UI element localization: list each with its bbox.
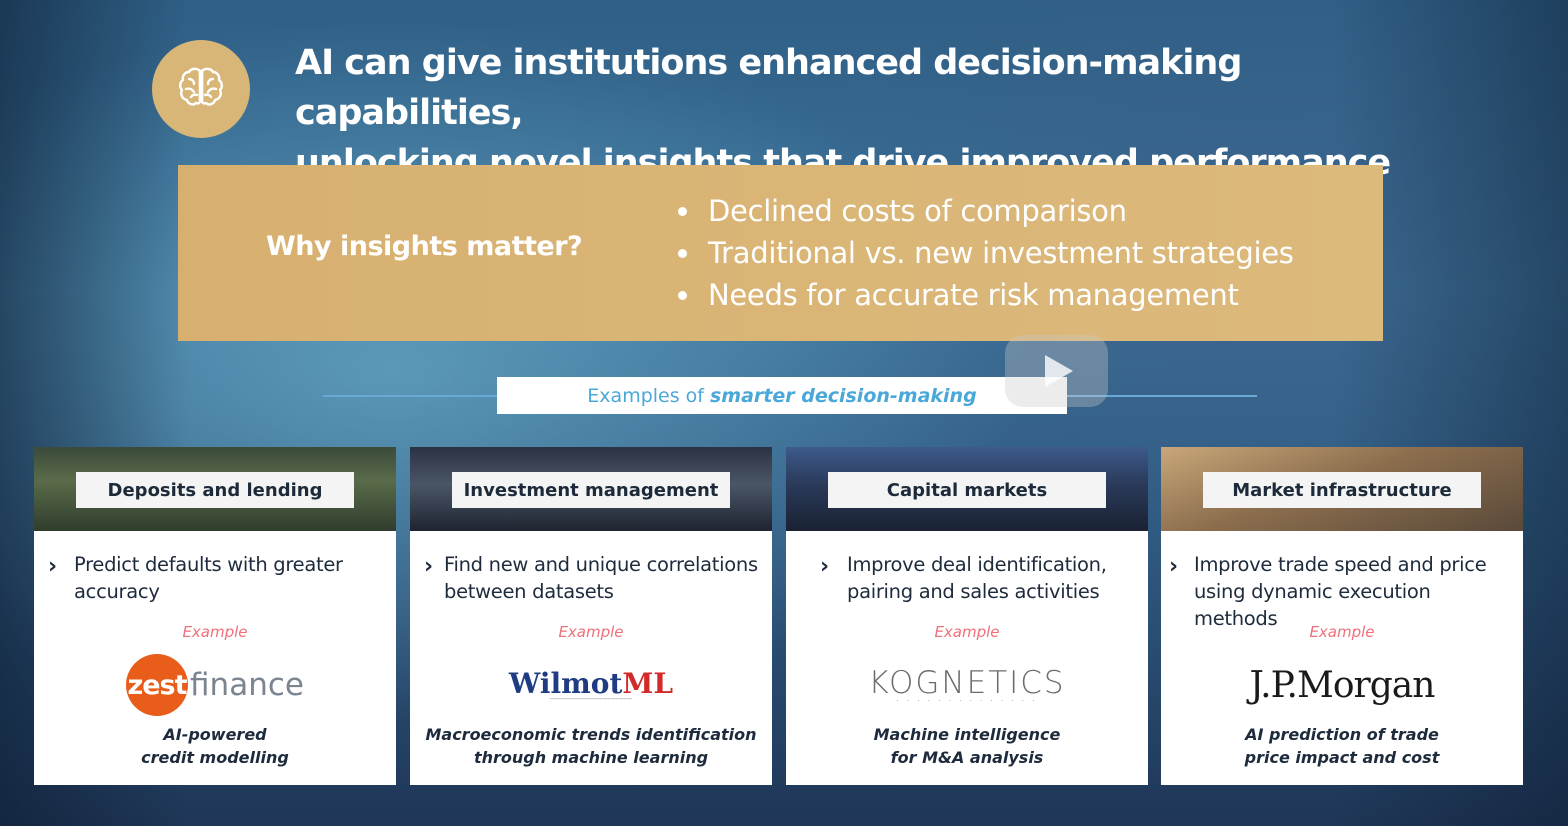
why-bullet: Needs for accurate risk management (678, 274, 1294, 316)
card-tag: Deposits and lending (76, 472, 354, 508)
examples-header-prefix: Examples of (587, 384, 704, 407)
card-tag: Investment management (452, 472, 730, 508)
card-example-label: Example (1309, 623, 1375, 641)
chevron-right-icon: › (48, 554, 58, 579)
card-example-label: Example (934, 623, 1000, 641)
chevron-right-icon: › (1169, 554, 1179, 579)
examples-header-emphasis: smarter decision-making (709, 384, 977, 407)
why-bullet: Traditional vs. new investment strategie… (678, 232, 1294, 274)
card-tag: Market infrastructure (1203, 472, 1481, 508)
why-insights-list: Declined costs of comparison Traditional… (678, 190, 1294, 316)
card-caption: Machine intelligence for M&A analysis (873, 725, 1061, 767)
card-deposits-lending: Deposits and lending › Predict defaults … (34, 447, 396, 785)
chevron-right-icon: › (424, 554, 434, 579)
why-insights-title: Why insights matter? (266, 231, 583, 262)
why-bullet: Declined costs of comparison (678, 190, 1294, 232)
play-icon (1045, 355, 1073, 387)
card-tag: Capital markets (828, 472, 1106, 508)
card-description: Predict defaults with greater accuracy (74, 553, 343, 603)
jpmorgan-logo: J.P.Morgan (1249, 664, 1436, 706)
video-play-button[interactable] (1005, 335, 1108, 407)
bullet-dot-icon (678, 291, 687, 300)
wilmotml-logo: WilmotML ──────────────────── (508, 667, 674, 703)
card-caption: Macroeconomic trends identification thro… (425, 725, 757, 767)
bullet-dot-icon (678, 207, 687, 216)
zestfinance-logo: zest finance (34, 654, 396, 716)
bullet-dot-icon (678, 249, 687, 258)
kognetics-tagline-graphic: · · · · · · · · · · · · · · (896, 697, 1038, 705)
why-insights-box: Why insights matter? Declined costs of c… (178, 165, 1383, 341)
kognetics-logo: KOGNETICS · · · · · · · · · · · · · · (868, 665, 1066, 705)
card-example-label: Example (558, 623, 624, 641)
brain-icon (152, 40, 250, 138)
card-caption: AI-powered credit modelling (141, 725, 289, 767)
card-investment-management: Investment management › Find new and uni… (410, 447, 772, 785)
card-market-infrastructure: Market infrastructure › Improve trade sp… (1161, 447, 1523, 785)
card-description: Improve deal identification, pairing and… (847, 553, 1107, 603)
chevron-right-icon: › (820, 554, 830, 579)
wilmotml-tagline-graphic: ──────────────────── (549, 696, 633, 703)
examples-header: Examples of smarter decision-making (497, 377, 1067, 414)
card-example-label: Example (182, 623, 248, 641)
headline-line-1: AI can give institutions enhanced decisi… (295, 43, 1242, 133)
card-description: Improve trade speed and price using dyna… (1194, 553, 1487, 630)
card-caption: AI prediction of trade price impact and … (1244, 725, 1440, 767)
card-description: Find new and unique correlations between… (444, 553, 758, 603)
card-capital-markets: Capital markets › Improve deal identific… (786, 447, 1148, 785)
